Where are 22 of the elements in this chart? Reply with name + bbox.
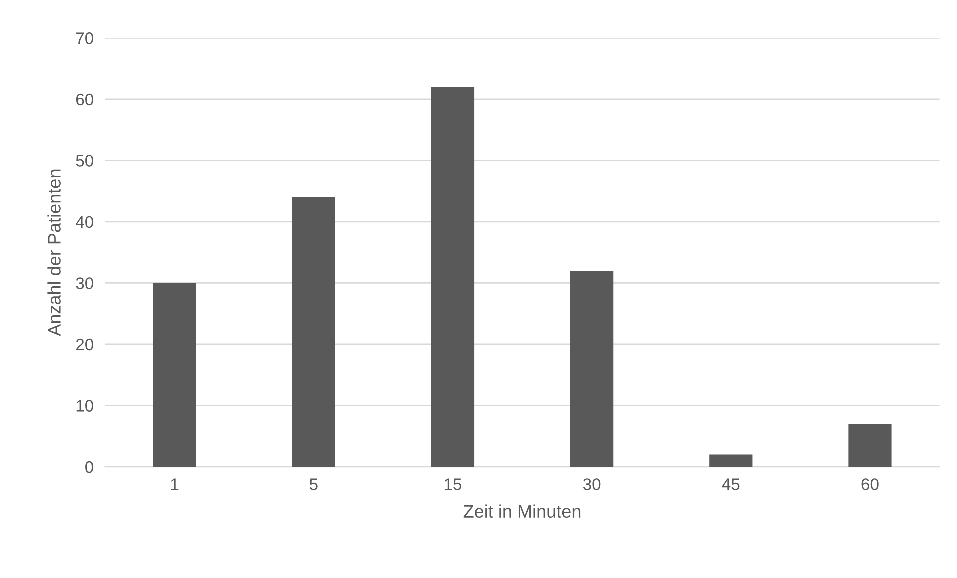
x-axis-title: Zeit in Minuten <box>464 504 581 518</box>
x-tick-label: 1 <box>171 478 179 490</box>
y-tick-label: 20 <box>76 338 94 351</box>
y-tick-label: 70 <box>76 32 94 44</box>
y-tick-label: 40 <box>76 216 94 228</box>
y-tick-label: 60 <box>76 94 94 106</box>
x-tick-label: 15 <box>444 478 462 490</box>
x-tick-label: 45 <box>722 478 740 490</box>
bar <box>292 197 336 468</box>
bar <box>710 454 753 468</box>
y-axis-title: Anzahl der Patienten <box>48 170 61 336</box>
bar <box>848 424 892 468</box>
x-tick-label: 30 <box>583 478 601 490</box>
y-tick-label: 50 <box>76 155 94 167</box>
y-tick-label: 30 <box>76 278 94 290</box>
x-tick-label: 5 <box>310 478 318 490</box>
x-tick-label: 60 <box>862 478 879 490</box>
bar <box>153 283 196 468</box>
bar <box>570 270 614 468</box>
y-tick-label: 10 <box>76 400 94 412</box>
y-tick-label: 0 <box>86 461 94 474</box>
bar <box>431 87 475 468</box>
